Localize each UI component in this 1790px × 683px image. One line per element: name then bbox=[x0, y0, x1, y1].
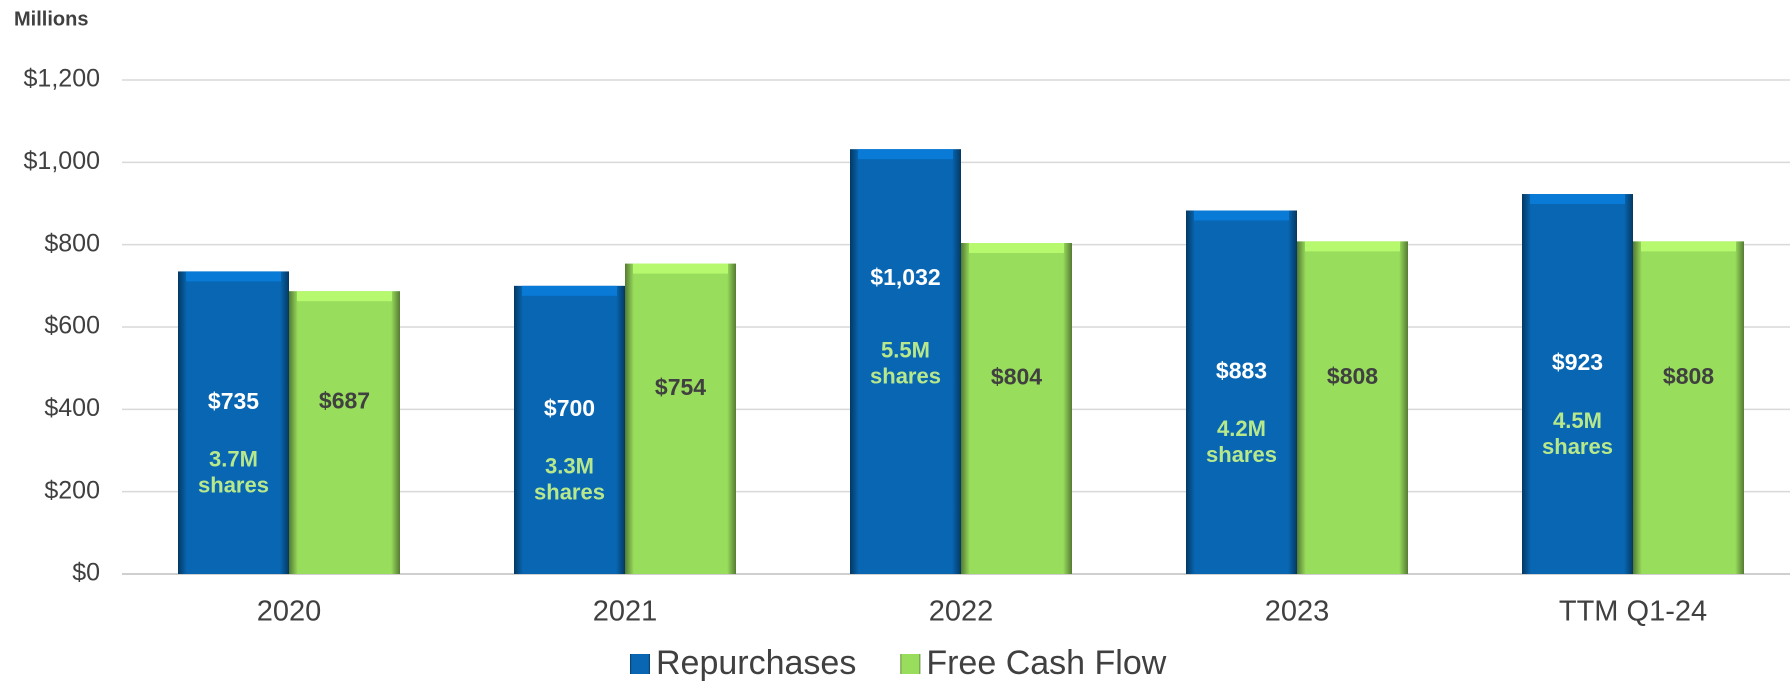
x-tick-label: 2020 bbox=[257, 596, 322, 628]
bar-bevel bbox=[297, 291, 392, 302]
bar bbox=[961, 243, 1072, 574]
bar bbox=[178, 271, 289, 574]
y-axis-label: Millions bbox=[14, 8, 88, 30]
value-label: $808 bbox=[1327, 363, 1378, 389]
x-tick-label: 2023 bbox=[1265, 596, 1330, 628]
bar-bevel bbox=[1530, 194, 1625, 205]
bar bbox=[289, 291, 400, 574]
bar bbox=[1522, 194, 1633, 574]
y-tick-label: $0 bbox=[72, 559, 100, 587]
y-tick-label: $800 bbox=[44, 229, 100, 257]
share-unit: shares bbox=[1206, 442, 1277, 467]
value-label: $923 bbox=[1552, 349, 1603, 375]
bar-bevel bbox=[1305, 241, 1400, 252]
bar bbox=[1633, 241, 1744, 574]
x-tick-label: 2021 bbox=[593, 596, 658, 628]
share-amount: 3.7M bbox=[209, 447, 258, 472]
legend-swatch bbox=[630, 654, 650, 674]
value-label: $808 bbox=[1663, 363, 1714, 389]
value-label: $804 bbox=[991, 364, 1042, 390]
bar bbox=[625, 263, 736, 574]
bar bbox=[514, 285, 625, 574]
legend-label: Free Cash Flow bbox=[926, 644, 1166, 682]
share-unit: shares bbox=[870, 363, 941, 388]
share-unit: shares bbox=[1542, 434, 1613, 459]
bar-bevel bbox=[186, 271, 281, 282]
bar bbox=[850, 149, 961, 574]
value-label: $883 bbox=[1216, 357, 1267, 383]
bar-bevel bbox=[1194, 210, 1289, 221]
value-label: $754 bbox=[655, 374, 706, 400]
share-amount: 4.5M bbox=[1553, 408, 1602, 433]
y-tick-label: $400 bbox=[44, 394, 100, 422]
bar bbox=[1297, 241, 1408, 574]
value-label: $687 bbox=[319, 388, 370, 414]
bar-bevel bbox=[633, 263, 728, 274]
y-tick-label: $1,200 bbox=[24, 65, 100, 93]
bar bbox=[1186, 210, 1297, 574]
share-amount: 4.2M bbox=[1217, 416, 1266, 441]
y-tick-label: $600 bbox=[44, 312, 100, 340]
value-label: $1,032 bbox=[870, 264, 940, 290]
value-label: $700 bbox=[544, 395, 595, 421]
y-tick-label: $200 bbox=[44, 476, 100, 504]
value-label: $735 bbox=[208, 388, 259, 414]
share-amount: 5.5M bbox=[881, 337, 930, 362]
bar-bevel bbox=[858, 149, 953, 160]
bar-bevel bbox=[1641, 241, 1736, 252]
share-unit: shares bbox=[534, 480, 605, 505]
x-tick-label: 2022 bbox=[929, 596, 994, 628]
bar-bevel bbox=[969, 243, 1064, 254]
share-amount: 3.3M bbox=[545, 454, 594, 479]
x-tick-label: TTM Q1-24 bbox=[1559, 596, 1707, 628]
legend-swatch bbox=[900, 654, 921, 674]
bar-bevel bbox=[522, 285, 617, 296]
share-unit: shares bbox=[198, 473, 269, 498]
legend-label: Repurchases bbox=[656, 644, 856, 682]
y-tick-label: $1,000 bbox=[24, 147, 100, 175]
